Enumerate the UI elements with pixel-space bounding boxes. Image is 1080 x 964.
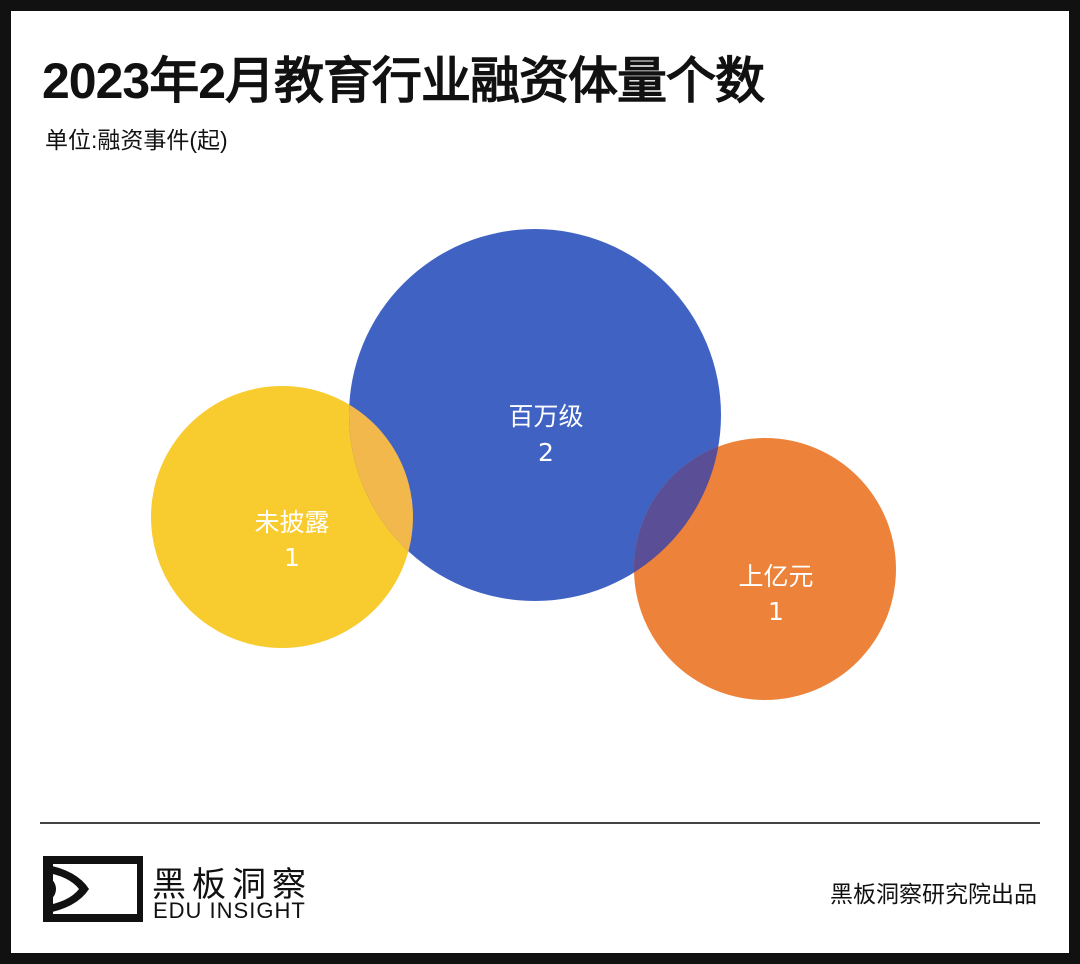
- bubble-circle: [349, 229, 721, 601]
- bubble-label-shangyiyuan: 上亿元: [738, 562, 813, 591]
- bubble-shangyiyuan: [634, 438, 896, 700]
- credit-text: 黑板洞察研究院出品: [830, 881, 1037, 907]
- brand-name-en: EDU INSIGHT: [153, 898, 306, 923]
- bubble-label-baiwanji: 百万级: [508, 402, 583, 431]
- bubble-baiwanji: [349, 229, 721, 601]
- bubble-chart: 未披露 1 百万级 2 上亿元 1: [151, 229, 896, 700]
- bubble-weipilu: [151, 386, 413, 648]
- bubble-value-weipilu: 1: [284, 543, 300, 572]
- bubble-value-shangyiyuan: 1: [768, 597, 784, 626]
- edu-insight-logo-icon: [43, 856, 143, 922]
- infographic-card: 2023年2月教育行业融资体量个数 单位:融资事件(起) 未披露 1 百万级 2…: [11, 11, 1069, 953]
- bubble-label-weipilu: 未披露: [254, 508, 329, 537]
- bubble-value-baiwanji: 2: [538, 438, 554, 467]
- footer-divider: [40, 822, 1040, 824]
- chart-unit-label: 单位:融资事件(起): [45, 127, 228, 153]
- bubble-circle: [151, 386, 413, 648]
- chart-title: 2023年2月教育行业融资体量个数: [42, 53, 765, 109]
- bubble-circle: [634, 438, 896, 700]
- brand-name-cn: 黑板洞察: [152, 866, 312, 904]
